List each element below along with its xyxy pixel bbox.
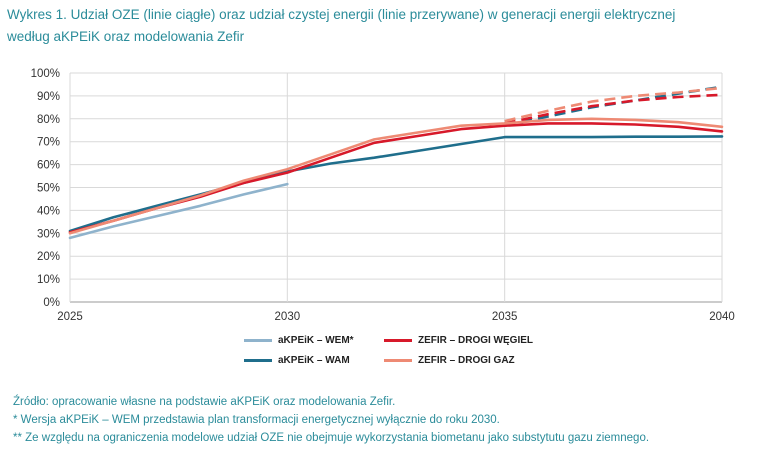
y-tick-label: 90% — [37, 91, 60, 103]
footnote-biometan: ** Ze względu na ograniczenia modelowe u… — [13, 432, 650, 444]
chart-title-line-2: według aKPEiK oraz modelowania Zefir — [7, 29, 245, 44]
footnote-wem: * Wersja aKPEiK – WEM przedstawia plan t… — [13, 414, 500, 426]
legend-swatch — [384, 339, 412, 342]
chart-title-line-1: Wykres 1. Udział OZE (linie ciągłe) oraz… — [7, 7, 676, 22]
legend-item-zefir-drogi-gaz: ZEFIR – DROGI GAZ — [384, 355, 515, 366]
series-line-zefir-drogi-gaz — [68, 117, 724, 235]
y-tick-label: 100% — [31, 68, 60, 80]
source-line: Źródło: opracowanie własne na podstawie … — [13, 396, 396, 408]
legend-swatch — [244, 359, 272, 362]
legend-item-akpeik-wam: aKPEiK – WAM — [244, 355, 350, 366]
series-line-zefir-drogi-w-giel — [68, 122, 724, 234]
y-tick-label: 30% — [37, 228, 60, 240]
y-tick-label: 20% — [37, 251, 60, 263]
series-line-zefir-drogi-w-giel-czysta-energia — [504, 93, 723, 125]
y-axis-ticks: 0% 10% 20% 30% 40% 50% 60% 70% 80% 90% 100% — [31, 68, 60, 309]
x-tick-label: 2035 — [492, 311, 518, 323]
source-notes: Źródło: opracowanie własne na podstawie … — [13, 393, 649, 447]
legend-item-akpeik-wem: aKPEiK – WEM* — [244, 335, 354, 346]
y-tick-label: 0% — [43, 297, 60, 309]
series-line-akpeik-wam — [68, 135, 724, 233]
x-axis-ticks: 2025 2030 2035 2040 — [57, 311, 735, 323]
y-tick-label: 50% — [37, 183, 60, 195]
series-lines — [68, 85, 724, 240]
legend-swatch — [384, 359, 412, 362]
x-tick-label: 2025 — [57, 311, 83, 323]
legend-swatch — [244, 339, 272, 342]
x-tick-label: 2030 — [275, 311, 301, 323]
gridlines — [69, 72, 723, 303]
legend-label: ZEFIR – DROGI WĘGIEL — [418, 335, 534, 346]
x-tick-label: 2040 — [709, 311, 735, 323]
y-tick-label: 40% — [37, 205, 60, 217]
y-tick-label: 60% — [37, 160, 60, 172]
y-tick-label: 80% — [37, 114, 60, 126]
series-line-zefir-drogi-gaz-czysta-energia — [504, 86, 723, 123]
legend-label: aKPEiK – WAM — [278, 355, 350, 366]
y-tick-label: 70% — [37, 137, 60, 149]
chart-title: Wykres 1. Udział OZE (linie ciągłe) oraz… — [7, 4, 777, 48]
y-tick-label: 10% — [37, 274, 60, 286]
legend-label: aKPEiK – WEM* — [278, 335, 354, 346]
legend-item-zefir-drogi-wegiel: ZEFIR – DROGI WĘGIEL — [384, 335, 533, 346]
legend-label: ZEFIR – DROGI GAZ — [418, 355, 515, 366]
series-line-akpeik-wem — [68, 182, 289, 240]
line-chart: 0%10%20%30%40%50%60%70%80%90%100% 2025 20… — [31, 68, 735, 323]
